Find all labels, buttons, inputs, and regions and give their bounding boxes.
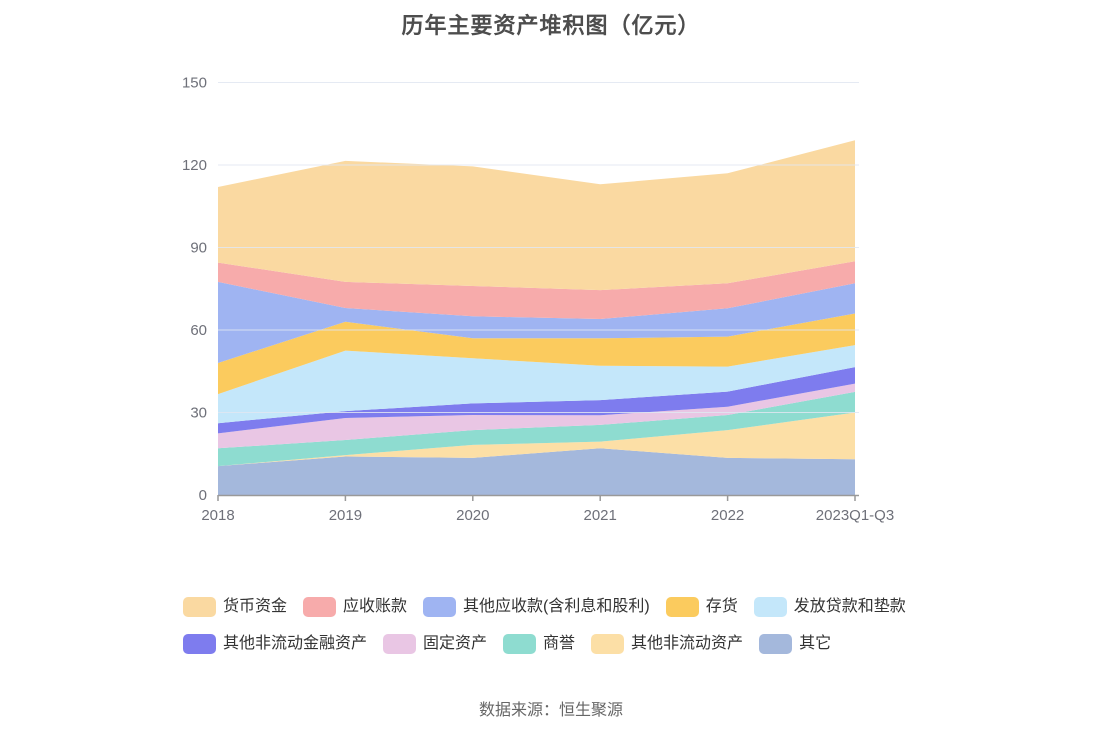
area-series-monetary-funds [218, 140, 855, 291]
legend-label-other-non-current-financial-assets: 其他非流动金融资产 [223, 635, 368, 652]
y-axis-label-120: 120 [182, 157, 207, 174]
legend-swatch-loans-and-advances [753, 597, 787, 617]
legend-swatch-fixed-assets [383, 634, 417, 654]
area-series-other-receivables [218, 281, 855, 363]
y-axis-label-30: 30 [190, 405, 207, 422]
legend-label-loans-and-advances: 发放贷款和垫款 [793, 598, 906, 615]
chart-legend: 货币资金 应收账款 其他应收款(含利息和股利) 存货 发放贷款和垫款其他非流动金融资产 固… [183, 597, 963, 671]
x-axis-label-2020: 2020 [456, 507, 489, 524]
legend-row-2: 其他非流动金融资产 固定资产 商誉 其他非流动资产 其它 [183, 634, 963, 654]
legend-label-others: 其它 [799, 635, 832, 652]
chart-title: 历年主要资产堆积图（亿元） [401, 13, 701, 38]
legend-swatch-goodwill [503, 634, 537, 654]
legend-item-inventory[interactable]: 存货 [665, 597, 738, 617]
data-source-note: 数据来源：恒生聚源 [478, 702, 623, 719]
legend-item-goodwill[interactable]: 商誉 [503, 634, 575, 654]
legend-swatch-monetary-funds [183, 597, 216, 617]
area-series-accounts-receivable [218, 261, 855, 319]
y-axis-label-60: 60 [190, 322, 207, 339]
legend-label-other-receivables: 其他应收款(含利息和股利) [463, 598, 650, 615]
legend-swatch-other-receivables [423, 597, 457, 617]
x-axis-label-2022: 2022 [711, 507, 744, 524]
legend-item-loans-and-advances[interactable]: 发放贷款和垫款 [753, 597, 906, 617]
legend-label-inventory: 存货 [705, 598, 738, 615]
x-axis-label-2023Q1-Q3: 2023Q1-Q3 [816, 507, 894, 524]
legend-swatch-other-non-current-financial-assets [183, 634, 216, 654]
y-axis-label-150: 150 [182, 75, 207, 92]
x-axis-label-2019: 2019 [329, 507, 362, 524]
legend-item-fixed-assets[interactable]: 固定资产 [383, 634, 487, 654]
legend-swatch-others [759, 634, 793, 654]
area-series-goodwill [218, 391, 855, 467]
legend-item-monetary-funds[interactable]: 货币资金 [183, 597, 287, 617]
legend-item-other-non-current-assets[interactable]: 其他非流动资产 [591, 634, 743, 654]
legend-label-accounts-receivable: 应收账款 [343, 598, 408, 615]
legend-row-1: 货币资金 应收账款 其他应收款(含利息和股利) 存货 发放贷款和垫款 [183, 597, 963, 617]
area-series-loans-and-advances [218, 345, 855, 424]
area-series-fixed-assets [218, 383, 855, 449]
y-axis-label-0: 0 [199, 487, 207, 504]
y-axis-label-90: 90 [190, 240, 207, 257]
chart-plot-area: 0 30 60 90 120 150 2018 2019 2020 2021 2022 2023Q1-… [182, 75, 894, 525]
legend-item-other-non-current-financial-assets[interactable]: 其他非流动金融资产 [183, 634, 367, 654]
legend-label-goodwill: 商誉 [543, 635, 576, 652]
legend-label-monetary-funds: 货币资金 [223, 598, 288, 615]
legend-label-fixed-assets: 固定资产 [423, 635, 488, 652]
legend-swatch-inventory [665, 597, 699, 617]
x-axis-label-2021: 2021 [584, 507, 617, 524]
legend-item-accounts-receivable[interactable]: 应收账款 [303, 597, 407, 617]
legend-swatch-other-non-current-assets [591, 634, 625, 654]
area-series-other-non-current-financial-assets [218, 367, 855, 434]
area-series-inventory [218, 313, 855, 395]
legend-item-others[interactable]: 其它 [759, 634, 831, 654]
legend-item-other-receivables[interactable]: 其他应收款(含利息和股利) [423, 597, 650, 617]
x-axis-label-2018: 2018 [201, 507, 234, 524]
legend-swatch-accounts-receivable [303, 597, 337, 617]
legend-label-other-non-current-assets: 其他非流动资产 [631, 635, 744, 652]
area-series-others [218, 448, 855, 495]
area-series-other-non-current-assets [218, 412, 855, 467]
